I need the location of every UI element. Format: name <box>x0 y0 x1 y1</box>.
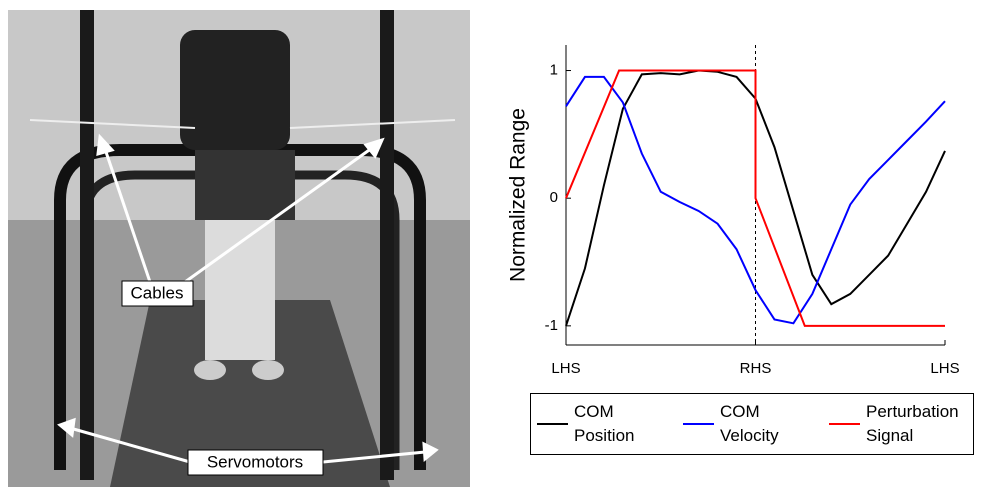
legend-label: Perturbation Signal <box>866 402 959 445</box>
series-line <box>565 69 945 327</box>
legend-label: COM Velocity <box>720 402 779 445</box>
x-tick-label: RHS <box>740 360 772 377</box>
legend-swatch <box>537 423 568 425</box>
y-tick-label: -1 <box>545 317 558 334</box>
legend-entry: Perturbation Signal <box>829 398 966 450</box>
legend: COM Position COM Velocity Perturbation Sig… <box>530 393 974 455</box>
x-tick-label: LHS <box>551 360 580 377</box>
legend-entry: COM Position <box>537 398 674 450</box>
legend-label: COM Position <box>574 402 635 445</box>
x-tick-label: LHS <box>930 360 959 377</box>
legend-swatch <box>683 423 714 425</box>
y-tick-label: 1 <box>550 62 558 79</box>
legend-swatch <box>829 423 860 425</box>
photo-label: Cables <box>131 283 184 302</box>
y-axis-label: Normalized Range <box>507 108 530 282</box>
series-line <box>565 75 946 325</box>
chart: -1 0 1 LHS RHS LHS Normalized Range <box>507 45 960 377</box>
legend-entry: COM Velocity <box>683 398 820 450</box>
y-tick-label: 0 <box>550 189 558 206</box>
photo: Cables Servomotors <box>8 10 470 487</box>
photo-label: Servomotors <box>207 452 303 471</box>
